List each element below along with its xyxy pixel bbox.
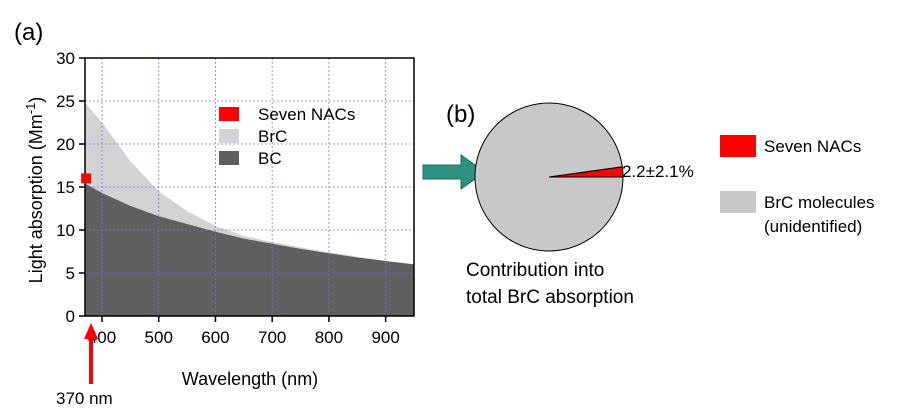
pie-caption-line-2: total BrC absorption	[466, 287, 634, 308]
y-tick-label: 5	[66, 264, 75, 283]
legend-label: Seven NACs	[258, 105, 355, 124]
y-tick-label: 10	[56, 221, 75, 240]
legend-swatch	[219, 151, 239, 165]
x-tick-label: 800	[315, 328, 343, 347]
x-axis-label: Wavelength (nm)	[182, 369, 318, 389]
panel-b-label: (b)	[446, 101, 475, 128]
annotation-370nm: 370 nm	[56, 389, 113, 408]
y-tick-label: 15	[56, 178, 75, 197]
pie-caption-line-1: Contribution into	[466, 260, 604, 281]
legend-label: (unidentified)	[764, 217, 862, 236]
legend-swatch	[720, 135, 756, 157]
panel-a-label: (a)	[14, 19, 43, 46]
pie-slice-label: 2.2±2.1%	[622, 162, 694, 181]
x-tick-label: 700	[258, 328, 286, 347]
legend-swatch	[720, 191, 756, 213]
legend-label: BrC molecules	[764, 193, 875, 212]
y-axis-label: Light absorption (Mm-1)	[23, 97, 46, 284]
y-axis-label-superscript: -1	[23, 103, 38, 115]
grid-lines	[85, 58, 414, 316]
legend-a: Seven NACs BrC BC	[219, 105, 355, 168]
y-tick-label: 20	[56, 135, 75, 154]
legend-label: BrC	[258, 127, 287, 146]
y-tick-label: 0	[66, 307, 75, 326]
legend-swatch	[219, 107, 239, 121]
legend-label: Seven NACs	[764, 137, 861, 156]
wavelength-370-arrow	[84, 323, 98, 384]
arrow-head	[84, 323, 98, 339]
legend-label: BC	[258, 149, 282, 168]
area-layer	[85, 102, 414, 316]
y-axis-label-close: )	[26, 97, 46, 103]
nacs-marker	[81, 173, 92, 184]
pie-slice-brc-molecules-unidentified	[474, 102, 624, 252]
x-tick-label: 600	[201, 328, 229, 347]
legend-b: Seven NACs BrC molecules (unidentified)	[720, 135, 875, 236]
legend-swatch	[219, 129, 239, 143]
x-tick-label: 500	[145, 328, 173, 347]
marker-layer	[81, 173, 92, 184]
x-tick-label: 900	[371, 328, 399, 347]
y-tick-label: 30	[56, 49, 75, 68]
contribution-pie-chart	[474, 102, 624, 252]
transition-arrow	[422, 154, 486, 190]
y-axis-label-main: Light absorption (Mm	[26, 114, 46, 283]
area-bc	[85, 183, 414, 316]
y-tick-label: 25	[56, 92, 75, 111]
